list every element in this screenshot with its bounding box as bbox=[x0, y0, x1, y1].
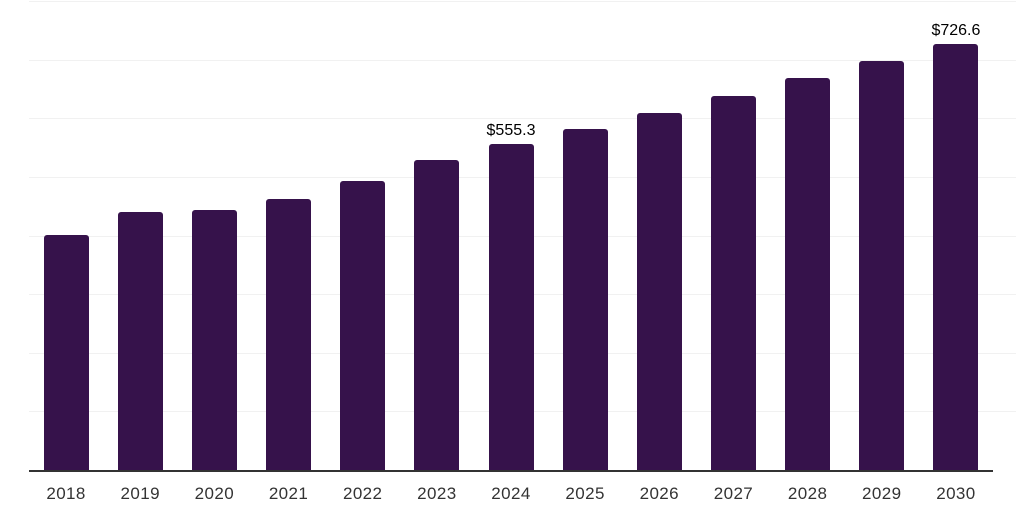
x-tick-label-2027: 2027 bbox=[713, 484, 754, 503]
x-tick-label-2024: 2024 bbox=[491, 484, 531, 503]
x-tick-label-2025: 2025 bbox=[565, 484, 605, 503]
bar-2022 bbox=[340, 181, 386, 470]
gridline-600 bbox=[29, 118, 1016, 120]
bar-2018 bbox=[43, 234, 89, 470]
x-tick-label-2018: 2018 bbox=[46, 484, 86, 503]
x-tick-label-2019: 2019 bbox=[120, 484, 160, 503]
x-tick-label-2023: 2023 bbox=[417, 484, 457, 503]
bar-2026 bbox=[636, 112, 682, 470]
x-axis-line bbox=[29, 469, 993, 472]
x-tick-label-2020: 2020 bbox=[194, 484, 235, 503]
bar-2025 bbox=[562, 128, 608, 470]
bar-2030 bbox=[933, 44, 979, 470]
gridline-700 bbox=[29, 59, 1016, 61]
bar-2021 bbox=[266, 199, 312, 470]
bar-2020 bbox=[191, 209, 237, 470]
x-tick-label-2029: 2029 bbox=[862, 484, 902, 503]
data-label-2024: $555.3 bbox=[486, 122, 536, 140]
bar-2024 bbox=[488, 144, 534, 470]
bar-2027 bbox=[710, 95, 756, 470]
x-tick-label-2030: 2030 bbox=[936, 484, 976, 503]
bar-2028 bbox=[785, 77, 831, 470]
gridline-800 bbox=[29, 0, 1016, 2]
bar-2019 bbox=[117, 212, 163, 470]
data-label-2030: $726.6 bbox=[931, 22, 981, 40]
bar-2029 bbox=[859, 60, 905, 470]
x-tick-label-2026: 2026 bbox=[639, 484, 680, 503]
x-tick-label-2021: 2021 bbox=[268, 484, 309, 503]
x-tick-label-2022: 2022 bbox=[342, 484, 383, 503]
bar-2023 bbox=[414, 160, 460, 470]
x-tick-label-2028: 2028 bbox=[787, 484, 828, 503]
